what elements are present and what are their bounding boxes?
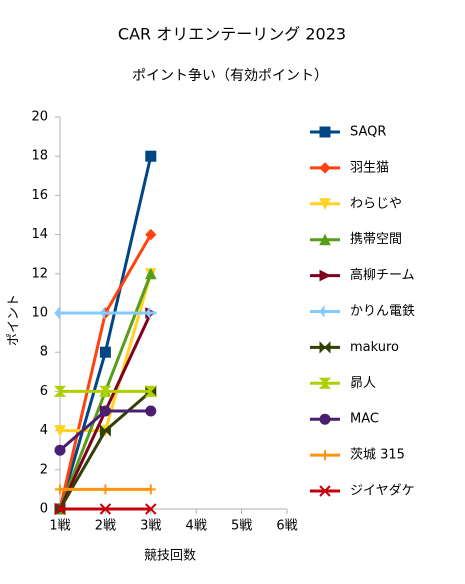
- marker: [99, 405, 111, 417]
- marker: [100, 484, 111, 495]
- chart-title: CAR オリエンテーリング 2023: [118, 25, 346, 44]
- legend-label: 高柳チーム: [350, 267, 415, 283]
- legend-label: かりん電鉄: [350, 304, 415, 319]
- legend-label: makuro: [350, 340, 399, 355]
- y-tick-label: 8: [40, 345, 48, 360]
- y-tick-label: 4: [40, 423, 48, 438]
- marker: [319, 341, 331, 354]
- marker: [145, 405, 157, 417]
- y-tick-label: 12: [31, 266, 48, 281]
- x-tick-label: 3戦: [140, 519, 161, 534]
- marker: [145, 150, 157, 162]
- marker: [320, 450, 330, 461]
- marker: [319, 198, 331, 210]
- legend-label: 羽生猫: [350, 160, 389, 175]
- legend-label: MAC: [350, 412, 379, 427]
- x-axis-label: 競技回数: [144, 549, 196, 564]
- marker: [144, 267, 157, 280]
- x-tick-label: 1戦: [49, 519, 70, 534]
- y-axis-label: ポイント: [7, 294, 22, 346]
- y-tick-label: 20: [31, 110, 48, 125]
- x-tick-label: 4戦: [186, 519, 207, 534]
- marker: [318, 377, 332, 389]
- legend-label: 茨城 315: [350, 448, 405, 463]
- marker: [144, 385, 158, 397]
- y-tick-label: 14: [31, 227, 48, 242]
- marker: [319, 162, 331, 174]
- y-tick-label: 0: [40, 502, 48, 517]
- legend-label: ジイヤダケ: [350, 484, 415, 499]
- legend-label: わらじや: [350, 196, 402, 211]
- chart-subtitle: ポイント争い（有効ポイント）: [132, 68, 328, 84]
- marker: [99, 503, 112, 515]
- marker: [145, 306, 157, 320]
- y-tick-label: 18: [31, 149, 48, 164]
- x-tick-label: 6戦: [276, 519, 297, 534]
- marker: [99, 424, 111, 437]
- marker: [319, 126, 331, 138]
- marker: [99, 385, 112, 397]
- legend-label: 昴人: [350, 376, 376, 391]
- marker: [53, 385, 67, 397]
- marker: [319, 305, 331, 318]
- marker: [319, 233, 331, 246]
- marker: [55, 484, 65, 495]
- marker: [54, 444, 66, 456]
- marker: [145, 228, 157, 241]
- marker: [99, 346, 111, 358]
- legend-label: 携帯空間: [350, 231, 402, 247]
- x-tick-label: 2戦: [95, 519, 116, 534]
- y-tick-label: 10: [31, 306, 48, 321]
- y-tick-label: 6: [40, 384, 48, 399]
- marker: [99, 306, 111, 320]
- marker: [54, 306, 66, 320]
- marker: [319, 269, 332, 282]
- marker: [145, 484, 156, 495]
- y-tick-label: 2: [40, 462, 48, 477]
- x-tick-label: 5戦: [231, 519, 252, 534]
- marker: [54, 425, 66, 437]
- marker: [319, 485, 331, 497]
- marker: [319, 413, 331, 425]
- legend-label: SAQR: [350, 125, 386, 140]
- marker: [145, 503, 157, 515]
- marker: [54, 503, 66, 515]
- y-tick-label: 16: [31, 188, 48, 203]
